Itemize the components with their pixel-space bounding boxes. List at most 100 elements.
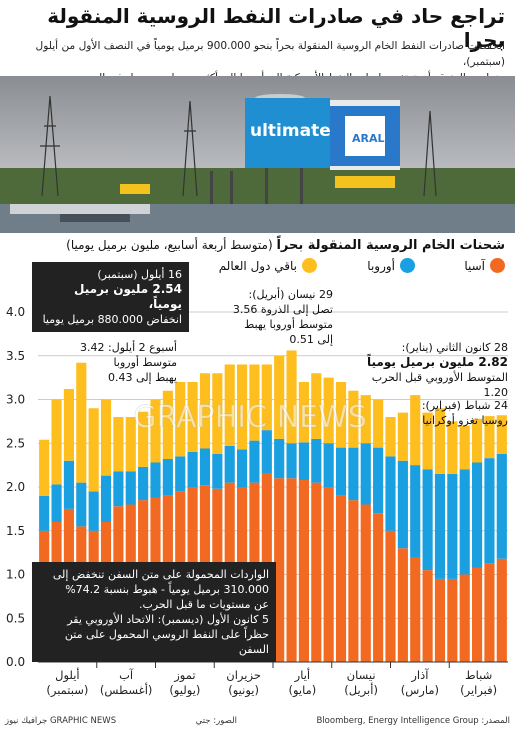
bar-rest: [274, 355, 285, 439]
x-month-label: (يوليو): [169, 683, 200, 698]
annotation-feb24: 24 شباط (فبراير): روسيا تغزو أوكرانيا: [380, 398, 508, 428]
bar-europe: [199, 448, 211, 486]
x-month-label: آذار: [410, 668, 429, 683]
x-month-label: (أبريل): [344, 682, 378, 698]
annotation-ban-line1: الواردات المحمولة على متن السفن تنخفض إل…: [52, 568, 269, 581]
footer: المصدر: Bloomberg, Energy Intelligence G…: [5, 716, 510, 726]
bar-rest: [76, 362, 87, 483]
bar-europe: [113, 471, 124, 507]
bar-rest: [88, 408, 99, 492]
bar-asia: [348, 500, 359, 662]
bar-rest: [224, 364, 235, 446]
bar-europe: [360, 443, 371, 505]
y-tick-label: 2.0: [6, 480, 25, 494]
bar-europe: [138, 466, 149, 501]
bar-rest: [385, 417, 396, 457]
y-tick-label: 3.5: [6, 349, 25, 363]
bar-rest: [348, 390, 359, 448]
bar-asia: [459, 574, 470, 662]
y-tick-label: 1.0: [6, 568, 25, 582]
annotation-sep2-line3: يهبط إلى 0.43: [108, 371, 177, 384]
bar-europe: [348, 447, 359, 501]
bar-europe: [323, 443, 334, 487]
bar-europe: [100, 475, 112, 522]
x-month-label: أيلول: [55, 667, 80, 683]
bar-europe: [311, 438, 322, 483]
annotation-jan28-line2: 2.82 مليون برميل يومياً: [366, 355, 508, 369]
bar-rest: [335, 382, 347, 448]
annotation-feb24-line1: 24 شباط (فبراير):: [421, 399, 508, 412]
bar-rest: [187, 382, 198, 452]
bar-asia: [422, 570, 433, 662]
bar-rest: [150, 399, 161, 463]
bar-asia: [335, 495, 347, 662]
legend-europe-label: أوروبا: [367, 258, 395, 273]
bar-rest: [360, 395, 371, 444]
bar-rest: [434, 408, 446, 474]
annotation-apr29-line2: تصل إلى الذروة 3.56: [232, 303, 333, 316]
annotation-jan28: 28 كانون الثاني (يناير): 2.82 مليون برمي…: [358, 340, 508, 400]
bar-asia: [385, 530, 396, 662]
bar-europe: [150, 462, 161, 498]
bar-asia: [447, 578, 458, 662]
page-title: تراجع حاد في صادرات النفط الروسية المنقو…: [47, 4, 505, 52]
legend-rest: باقي دول العالم: [219, 258, 317, 273]
bar-rest: [237, 364, 248, 450]
annotation-sep16-line1: 16 أيلول (سبتمبر): [97, 268, 182, 281]
bar-asia: [311, 482, 322, 662]
legend-europe: أوروبا: [367, 258, 415, 273]
x-axis-labels: أيلول(سبتمبر)آب(أغسطس)تموز(يوليو)حزيران(…: [38, 661, 508, 698]
bar-europe: [385, 456, 396, 531]
annotation-sep2: أسبوع 2 أيلول: 3.42 متوسط أوروبا يهبط إل…: [65, 340, 177, 385]
bar-europe: [224, 445, 235, 483]
bar-europe: [39, 495, 50, 531]
bar-rest: [39, 439, 50, 496]
bar-rest: [422, 412, 433, 470]
subtitle-line-1: انخفضت صادرات النفط الخام الروسية المنقو…: [35, 40, 505, 68]
bar-asia: [373, 513, 384, 662]
annotation-sep16-line2: 2.54 مليون برميل يومياً،: [74, 282, 182, 311]
bar-rest: [496, 415, 507, 454]
annotation-eu-ban-box: الواردات المحمولة على متن السفن تنخفض إل…: [32, 562, 276, 662]
bar-rest: [162, 390, 173, 459]
bar-rest: [410, 395, 421, 466]
annotation-ban-line3: عن مستويات ما قبل الحرب.: [139, 598, 269, 611]
x-month-label: (مارس): [401, 683, 439, 698]
bar-rest: [311, 373, 322, 439]
y-tick-label: 0.0: [6, 655, 25, 669]
x-month-label: (يونيو): [228, 683, 259, 698]
y-tick-label: 4.0: [6, 305, 25, 319]
bar-asia: [397, 548, 408, 662]
x-month-label: نيسان: [347, 668, 376, 682]
chart-title: شحنات الخام الروسية المنقولة بحراً (متوس…: [7, 238, 505, 253]
footer-credit: GRAPHIC NEWS جرافيك نيوز: [5, 716, 117, 726]
x-month-label: شباط: [465, 668, 492, 682]
annotation-apr29: 29 نيسان (أبريل): تصل إلى الذروة 3.56 مت…: [228, 287, 333, 347]
legend: آسيا أوروبا باقي دول العالم: [7, 258, 505, 278]
bar-europe: [484, 458, 495, 564]
bar-rest: [447, 421, 458, 474]
bar-europe: [410, 465, 421, 557]
bar-europe: [447, 473, 458, 579]
bar-rest: [286, 350, 297, 444]
bar-europe: [496, 453, 507, 559]
bar-europe: [335, 447, 347, 496]
bar-europe: [162, 459, 173, 496]
bar-europe: [212, 453, 223, 489]
bar-rest: [113, 417, 124, 472]
bar-europe: [373, 447, 384, 514]
chart-title-bold: شحنات الخام الروسية المنقولة بحراً: [276, 238, 505, 253]
oil-depot-photo: ultimate ARAL: [0, 76, 515, 233]
x-month-label: (مايو): [288, 683, 316, 698]
bar-europe: [88, 491, 99, 531]
bar-asia: [484, 563, 495, 662]
bar-europe: [434, 473, 446, 579]
bar-europe: [175, 456, 186, 492]
bar-rest: [100, 399, 112, 476]
bar-europe: [261, 430, 272, 474]
legend-rest-label: باقي دول العالم: [218, 258, 297, 273]
photo-sign-ultimate: ultimate: [250, 121, 331, 141]
bar-asia: [298, 480, 309, 662]
bar-rest: [397, 412, 408, 461]
bar-rest: [212, 373, 223, 454]
